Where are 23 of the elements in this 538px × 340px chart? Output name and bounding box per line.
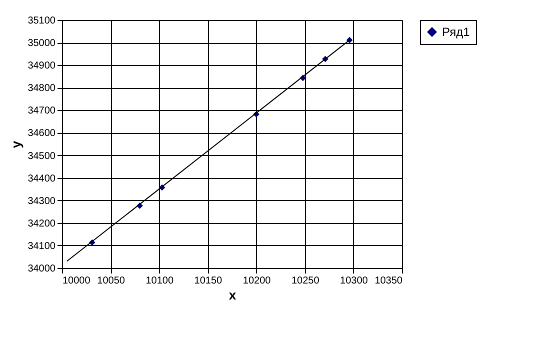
- y-tick-label: 35100: [28, 16, 56, 26]
- legend-label: Ряд1: [442, 25, 470, 39]
- y-tick-label: 34600: [28, 128, 56, 140]
- y-tick-label: 34900: [28, 60, 56, 72]
- y-tick-label: 34300: [28, 196, 56, 207]
- y-tick-label: 34100: [28, 240, 56, 252]
- y-tick-label: 34000: [28, 264, 56, 274]
- x-tick-label: 10150: [194, 276, 223, 286]
- x-tick-label: 10300: [340, 276, 368, 286]
- x-tick-label: 10250: [291, 276, 320, 286]
- x-axis-title: x: [228, 288, 237, 302]
- x-tick-label: 10100: [146, 276, 174, 286]
- x-tick-label: 10000: [62, 276, 91, 286]
- y-tick-label: 34400: [28, 173, 56, 184]
- y-tick-label: 34800: [28, 83, 56, 94]
- y-axis-title: y: [8, 140, 24, 148]
- x-tick-label: 10350: [374, 276, 403, 286]
- x-tick-label: 10200: [242, 276, 272, 286]
- y-tick-label: 35000: [28, 38, 56, 50]
- x-tick-label: 10050: [97, 276, 126, 286]
- y-tick-label: 34200: [28, 218, 56, 230]
- y-tick-label: 34500: [28, 150, 56, 162]
- y-tick-label: 34700: [28, 106, 56, 117]
